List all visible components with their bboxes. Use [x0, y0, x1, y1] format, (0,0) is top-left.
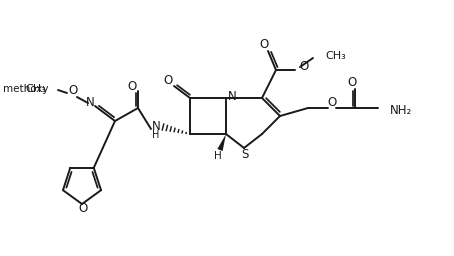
Text: N: N — [86, 95, 94, 109]
Text: O: O — [163, 74, 173, 88]
Text: O: O — [69, 84, 78, 98]
Text: O: O — [259, 38, 269, 51]
Text: S: S — [242, 148, 249, 162]
Text: H: H — [214, 151, 222, 161]
Text: O: O — [299, 59, 308, 72]
Text: O: O — [128, 80, 137, 92]
Text: N: N — [227, 91, 237, 103]
Text: methoxy: methoxy — [3, 84, 48, 94]
Text: O: O — [347, 77, 357, 90]
Text: O: O — [327, 95, 336, 109]
Text: CH₃: CH₃ — [25, 84, 46, 94]
Text: CH₃: CH₃ — [325, 51, 346, 61]
Text: NH₂: NH₂ — [390, 103, 412, 116]
Text: N: N — [152, 120, 160, 133]
Text: O: O — [79, 202, 88, 216]
Polygon shape — [217, 134, 226, 151]
Text: H: H — [152, 130, 160, 140]
